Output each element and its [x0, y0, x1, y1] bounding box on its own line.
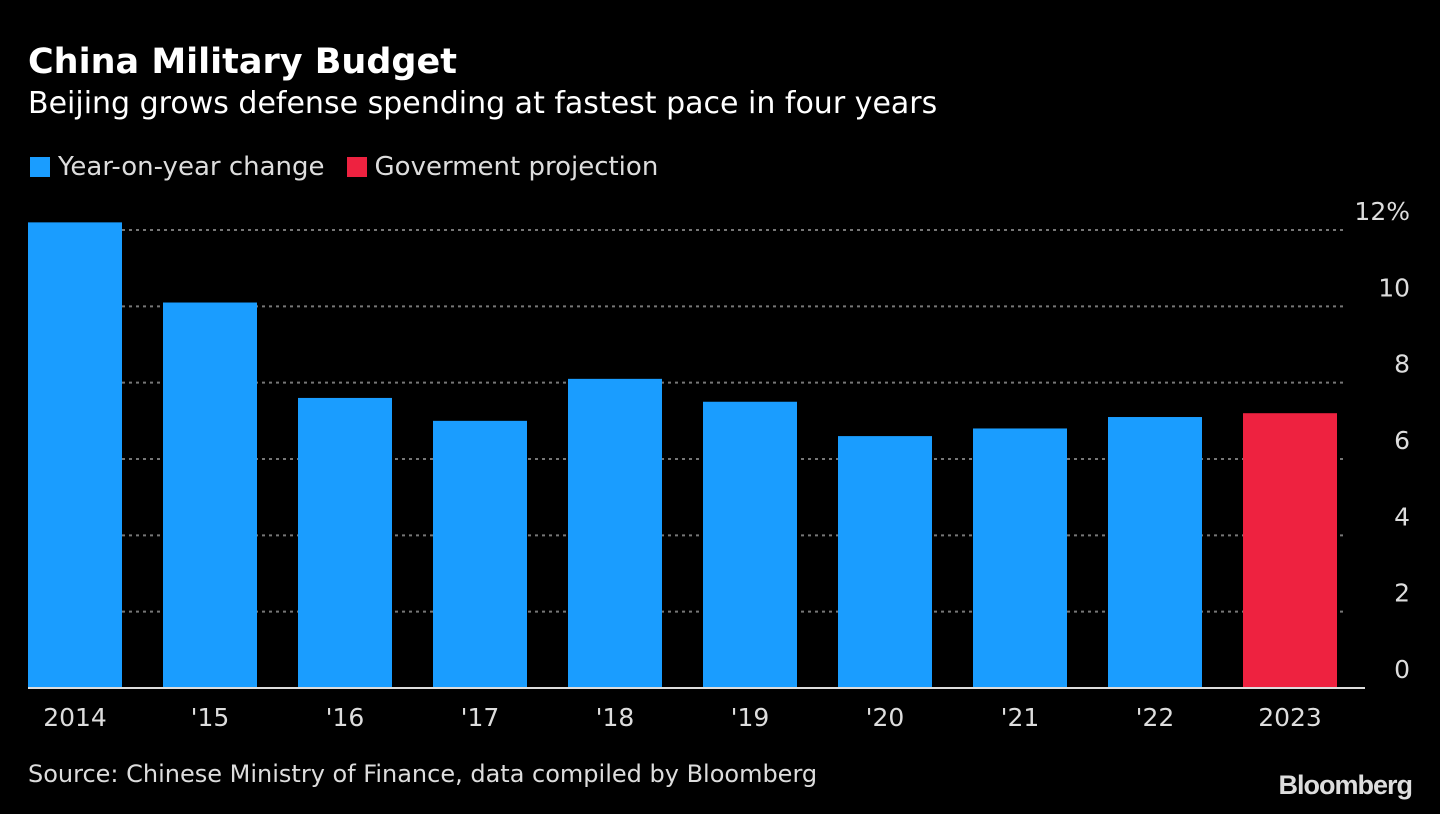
y-tick-label: 0 [1394, 655, 1410, 684]
x-tick-label: '19 [731, 703, 770, 732]
bar [28, 222, 122, 688]
bloomberg-logo: Bloomberg [1278, 770, 1413, 800]
legend-item-projection: Goverment projection [346, 152, 659, 182]
x-tick-label: 2023 [1258, 703, 1322, 732]
x-tick-label: 2014 [43, 703, 107, 732]
x-tick-label: '16 [326, 703, 365, 732]
x-tick-label: '15 [191, 703, 230, 732]
bar [568, 378, 662, 688]
x-tick-label: '22 [1136, 703, 1175, 732]
legend-swatch-projection [346, 157, 367, 177]
x-tick-label: '17 [461, 703, 500, 732]
bar [838, 436, 932, 688]
legend-swatch-actual [30, 157, 50, 177]
chart-subtitle: Beijing grows defense spending at fastes… [28, 86, 938, 121]
source-note: Source: Chinese Ministry of Finance, dat… [28, 760, 818, 788]
legend: Year-on-year change Goverment projection [30, 152, 666, 182]
y-tick-label: 10 [1378, 273, 1410, 302]
y-tick-label: 12% [1354, 197, 1410, 226]
legend-label-projection: Goverment projection [374, 152, 659, 182]
y-tick-label: 6 [1394, 426, 1410, 455]
x-tick-label: '18 [596, 703, 635, 732]
legend-label-actual: Year-on-year change [58, 152, 325, 182]
y-tick-label: 8 [1394, 350, 1410, 379]
x-tick-label: '20 [866, 703, 905, 732]
chart-title: China Military Budget [28, 42, 457, 82]
bar [1108, 417, 1202, 688]
x-tick-label: '21 [1001, 703, 1040, 732]
bar [703, 401, 797, 688]
bar [163, 302, 257, 688]
bar [1243, 413, 1337, 688]
y-tick-label: 4 [1394, 502, 1410, 531]
bar [973, 428, 1067, 688]
legend-item-actual: Year-on-year change [30, 152, 325, 182]
bar [433, 420, 527, 688]
y-tick-label: 2 [1394, 579, 1410, 608]
bar [298, 397, 392, 688]
